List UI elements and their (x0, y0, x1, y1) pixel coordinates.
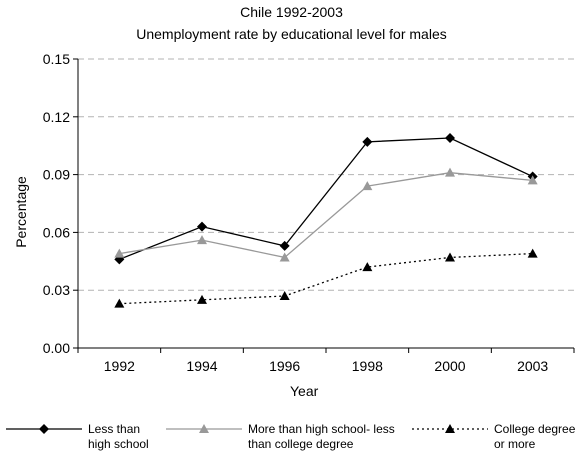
y-tick-label: 0.09 (43, 167, 70, 183)
data-point (445, 132, 455, 143)
legend-item-college-degree: College degree or more (412, 422, 583, 456)
legend-item-less-than-high-school: Less than high school (6, 422, 186, 456)
x-tick-label: 1992 (104, 358, 135, 374)
x-tick-label: 1996 (269, 358, 300, 374)
x-tick-label: 1998 (352, 358, 383, 374)
data-point (445, 167, 455, 177)
y-tick-label: 0.03 (43, 282, 70, 298)
series-line-2 (119, 252, 533, 305)
x-tick-label: 2003 (517, 358, 548, 374)
y-tick-label: 0.15 (43, 51, 70, 67)
legend-label-more-than-high-school: More than high school- less than college… (248, 422, 395, 451)
data-point (445, 252, 455, 262)
y-tick-label: 0.00 (43, 340, 70, 356)
data-point (114, 254, 125, 265)
series-line-1 (119, 172, 533, 259)
chart-subtitle: Unemployment rate by educational level f… (136, 26, 447, 42)
data-point (362, 181, 373, 191)
series-line-0 (119, 137, 533, 260)
data-point (114, 248, 125, 258)
legend-label-less-than-high-school: Less than high school (88, 422, 149, 451)
legend-swatch-college-degree (412, 424, 488, 433)
y-tick-label: 0.06 (43, 224, 70, 240)
data-point (279, 290, 290, 300)
data-point (197, 235, 207, 245)
legend-item-more-than-high-school: More than high school- less than college… (166, 422, 428, 456)
x-tick-label: 1994 (186, 358, 217, 374)
legend-swatch-more-than-high-school (166, 424, 242, 433)
y-axis-label: Percentage (13, 176, 29, 248)
x-axis-label: Year (290, 383, 319, 399)
x-tick-label: 2000 (434, 358, 465, 374)
data-point (279, 252, 290, 262)
data-point (197, 221, 207, 232)
data-point (527, 175, 538, 185)
data-point (114, 298, 125, 308)
data-point (197, 294, 207, 304)
data-point (362, 262, 373, 272)
legend-label-college-degree: College degree or more (494, 422, 576, 451)
chart-title: Chile 1992-2003 (240, 4, 343, 20)
data-point (279, 240, 290, 251)
y-tick-label: 0.12 (43, 109, 70, 125)
data-point (362, 136, 373, 147)
legend-swatch-less-than-high-school (6, 424, 82, 434)
data-point (527, 248, 538, 258)
